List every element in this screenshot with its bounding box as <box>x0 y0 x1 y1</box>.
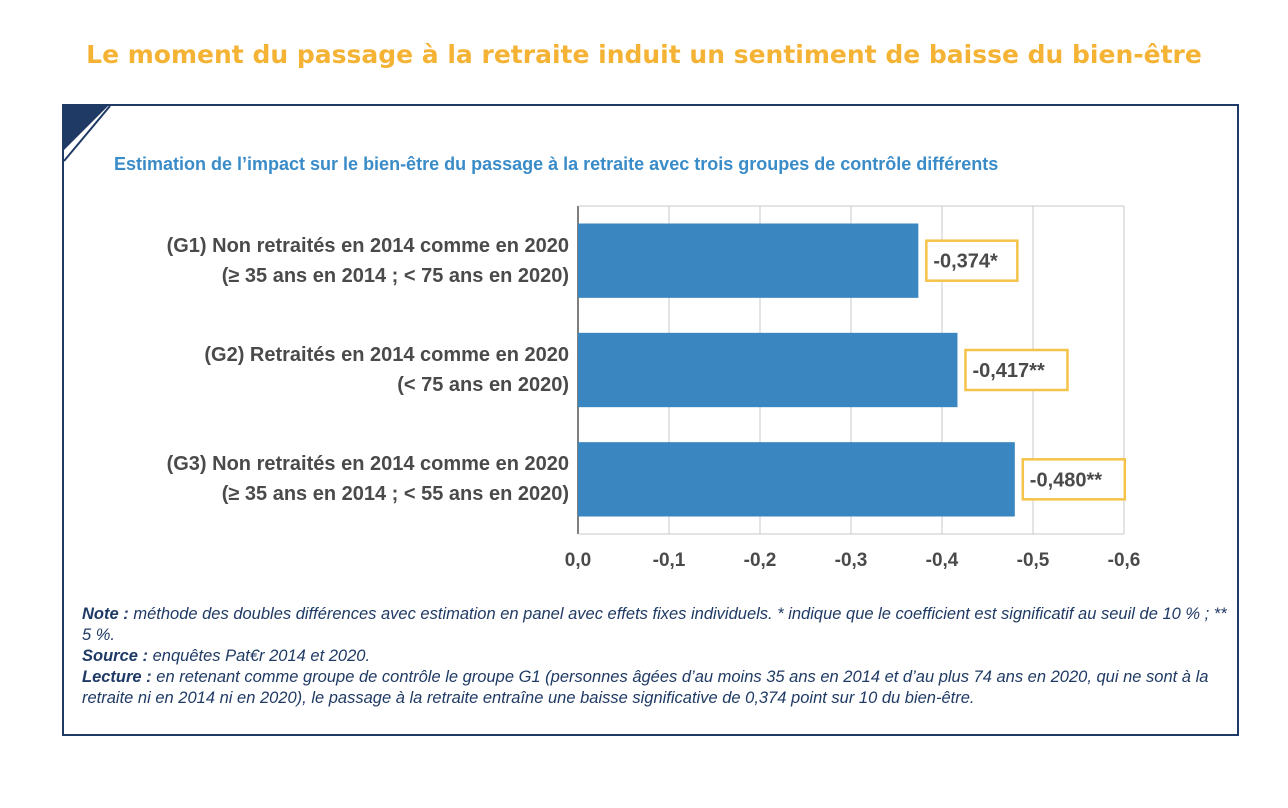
bar-chart: 0,0 -0,1 -0,2 -0,3 -0,4 -0,5 -0,6 -0,374* -0,417… <box>565 205 1141 571</box>
page-headline: Le moment du passage à la retraite indui… <box>86 40 1202 69</box>
data-label: -0,417** <box>972 360 1044 382</box>
data-label-box <box>925 239 1019 282</box>
bar <box>578 332 958 408</box>
category-label: (G2) Retraités en 2014 comme en 2020 (< 7… <box>64 340 569 400</box>
source-label: Source : <box>82 647 149 665</box>
source-line: Source : enquêtes Pat€r 2014 et 2020. <box>82 646 1232 667</box>
bar <box>578 223 919 298</box>
bar <box>578 442 1015 517</box>
data-label-box <box>1021 458 1127 501</box>
category-label: (G1) Non retraités en 2014 comme en 2020… <box>64 231 569 291</box>
data-label: -0,374* <box>933 251 998 273</box>
category-label: (G3) Non retraités en 2014 comme en 2020… <box>64 449 569 509</box>
source-text: enquêtes Pat€r 2014 et 2020. <box>148 647 371 665</box>
lecture-label: Lecture : <box>82 668 152 686</box>
note-label: Note : <box>82 605 129 623</box>
category-label-line2: (≥ 35 ans en 2014 ; < 75 ans en 2020) <box>221 264 569 287</box>
x-tick-label: -0,4 <box>926 550 959 571</box>
note-text: méthode des doubles différences avec est… <box>82 605 1227 644</box>
category-label-line2: (< 75 ans en 2020) <box>397 374 569 396</box>
data-label-box <box>964 348 1069 392</box>
note-line: Note : méthode des doubles différences a… <box>82 604 1232 646</box>
data-label: -0,480** <box>1030 469 1102 491</box>
x-tick-label: -0,1 <box>653 550 686 571</box>
category-label-line1: (G2) Retraités en 2014 comme en 2020 <box>204 344 569 366</box>
x-tick-label: -0,2 <box>744 550 777 571</box>
chart-panel: Estimation de l’impact sur le bien-être … <box>62 104 1239 736</box>
corner-decoration <box>64 106 111 162</box>
chart-footer: Note : méthode des doubles différences a… <box>82 604 1232 709</box>
x-tick-label: -0,6 <box>1108 550 1141 571</box>
category-label-line2: (≥ 35 ans en 2014 ; < 55 ans en 2020) <box>221 483 569 506</box>
lecture-text: en retenant comme groupe de contrôle le … <box>82 668 1209 707</box>
x-tick-label: -0,5 <box>1017 550 1050 571</box>
x-tick-label: 0,0 <box>565 550 591 571</box>
x-tick-label: -0,3 <box>835 550 868 571</box>
category-label-line1: (G3) Non retraités en 2014 comme en 2020 <box>166 453 569 476</box>
lecture-line: Lecture : en retenant comme groupe de co… <box>82 667 1232 709</box>
category-label-line1: (G1) Non retraités en 2014 comme en 2020 <box>166 234 569 257</box>
chart-title: Estimation de l’impact sur le bien-être … <box>114 154 999 174</box>
